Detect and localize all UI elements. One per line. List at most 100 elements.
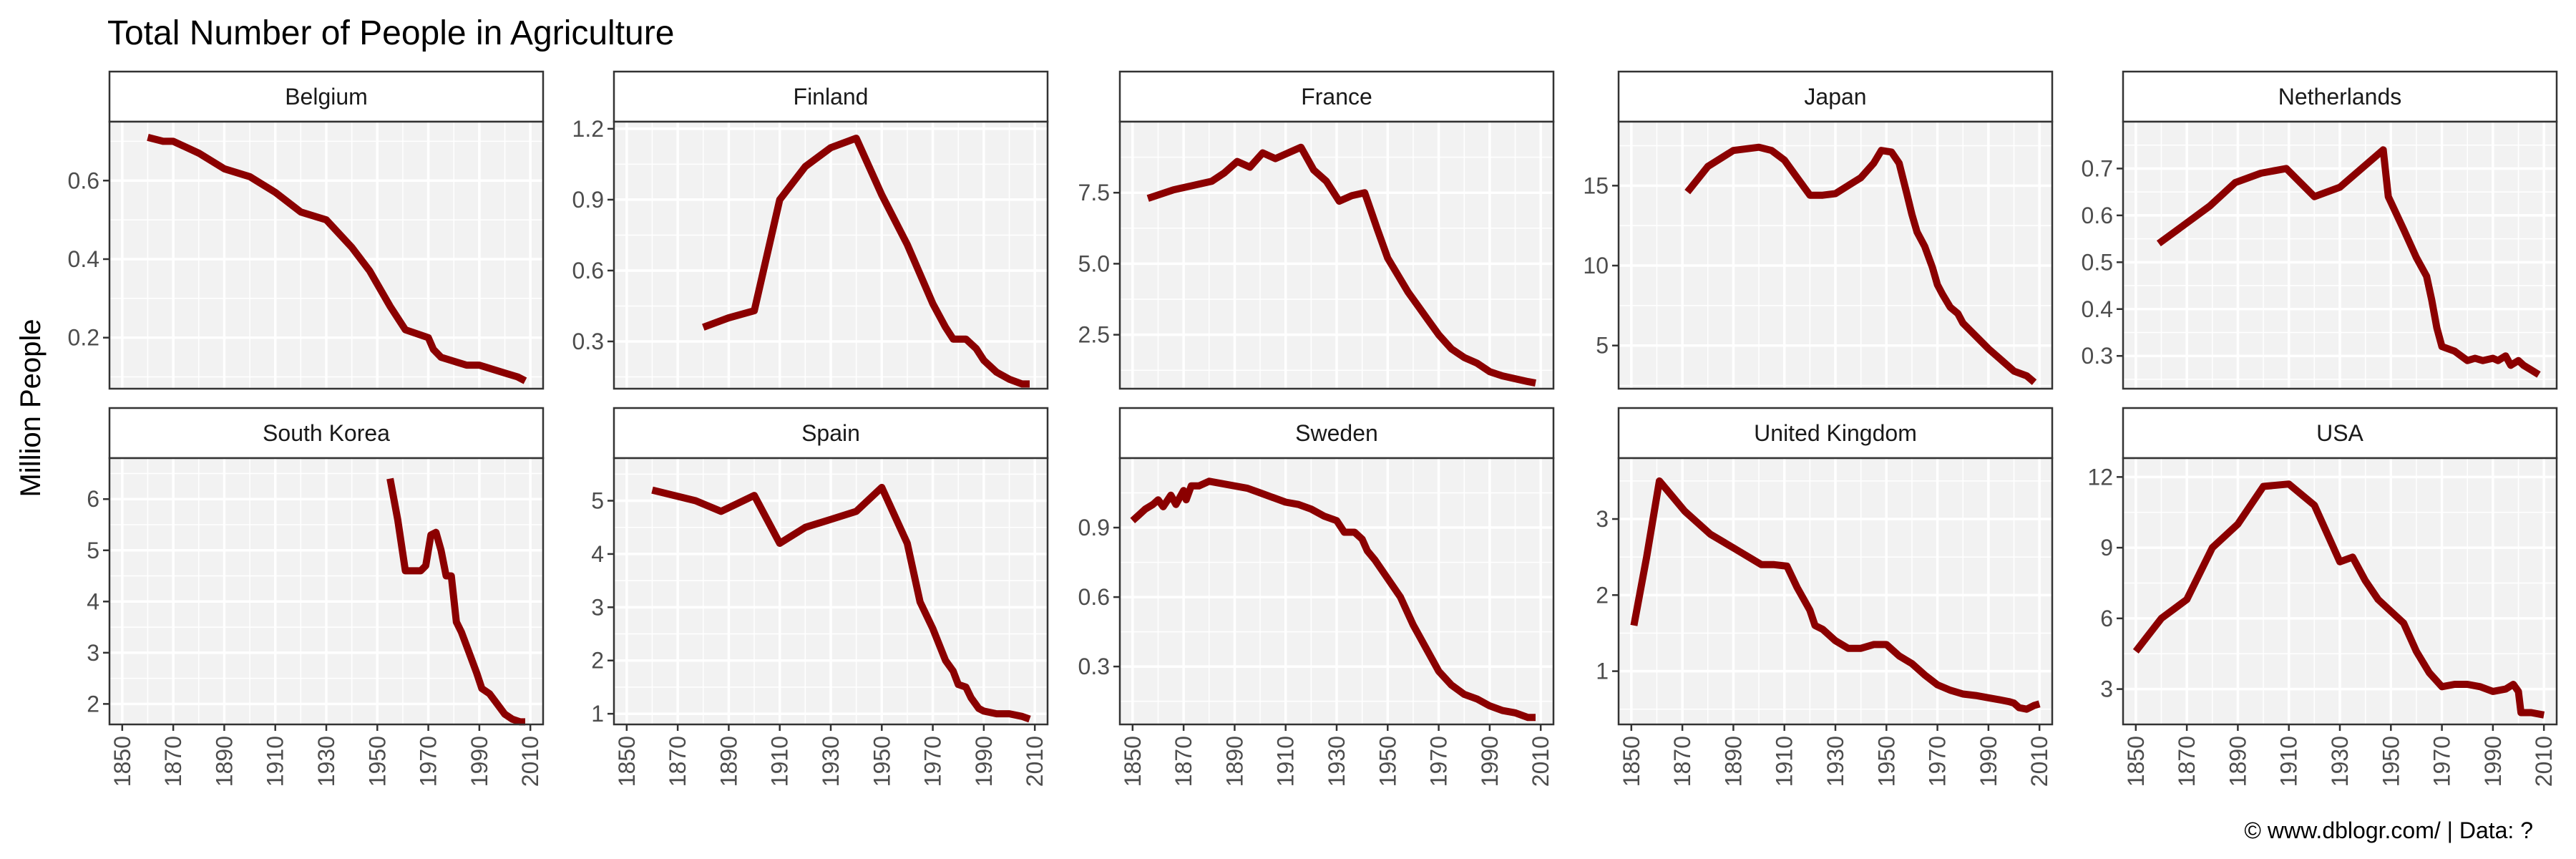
x-tick-label: 1850 <box>2123 736 2149 787</box>
panel-border <box>1118 120 1555 390</box>
y-tick-label: 5.0 <box>1078 251 1110 276</box>
y-tick-label: 3 <box>591 594 604 620</box>
y-tick-label: 15 <box>1583 173 1609 198</box>
facet-strip <box>2122 407 2558 460</box>
y-tick-label: 0.9 <box>1078 515 1110 540</box>
x-tick-label: 1870 <box>160 736 186 787</box>
x-tick-label: 1970 <box>1426 736 1452 787</box>
series-line <box>1630 477 2041 713</box>
chart-title: Total Number of People in Agriculture <box>107 14 674 52</box>
x-tick-label: 2010 <box>2531 736 2557 787</box>
facet-strip <box>1617 70 2054 123</box>
series-line <box>1130 477 1536 722</box>
chart-caption: © www.dblogr.com/ | Data: ? <box>2244 817 2533 843</box>
facet-united-kingdom: United Kingdom 1 2 3 1850 1870 1890 1910 1930 195… <box>1596 407 2054 787</box>
x-tick-label: 1990 <box>1976 736 2001 787</box>
y-axis-label: Million People <box>15 319 47 497</box>
panel-border <box>613 120 1049 390</box>
y-tick-label: 7.5 <box>1078 180 1110 205</box>
y-tick-label: 5 <box>87 538 99 563</box>
y-tick-label: 4 <box>591 541 604 567</box>
facet-strip <box>613 407 1049 460</box>
x-tick-label: 1870 <box>1669 736 1695 787</box>
x-tick-label: 1970 <box>1925 736 1951 787</box>
panel-border <box>1617 120 2054 390</box>
facet-strip-label: Japan <box>1804 84 1866 110</box>
facet-strip-label: Finland <box>794 84 869 110</box>
facet-japan: Japan 5 10 15 <box>1583 70 2054 390</box>
x-tick-label: 1950 <box>1375 736 1400 787</box>
x-tick-label: 1990 <box>467 736 492 787</box>
y-tick-label: 0.3 <box>1078 654 1110 679</box>
facet-finland: Finland 0.3 0.6 0.9 1.2 <box>572 70 1049 390</box>
y-tick-label: 0.2 <box>68 325 99 351</box>
x-tick-label: 1930 <box>1324 736 1350 787</box>
x-tick-label: 1930 <box>313 736 339 787</box>
x-tick-label: 1950 <box>869 736 894 787</box>
y-tick-label: 0.6 <box>68 168 99 193</box>
y-tick-label: 6 <box>87 486 99 512</box>
y-tick-label: 0.4 <box>2082 296 2113 322</box>
x-tick-label: 1870 <box>2174 736 2200 787</box>
y-tick-label: 0.4 <box>68 246 99 272</box>
y-tick-label: 1.2 <box>572 116 604 142</box>
facet-strip <box>2122 70 2558 123</box>
facet-strip <box>108 70 545 123</box>
x-tick-label: 1970 <box>416 736 441 787</box>
x-tick-label: 2010 <box>1022 736 1048 787</box>
facet-strip-label: USA <box>2316 420 2363 446</box>
series-line <box>147 134 527 384</box>
series-line <box>386 477 525 726</box>
facet-grid: Belgium 0.2 0.4 0.6 Finland 0.3 0.6 0.9 1.2 Franc… <box>68 70 2558 787</box>
x-tick-label: 1870 <box>665 736 691 787</box>
series-line <box>1146 143 1536 387</box>
x-tick-label: 1910 <box>2276 736 2302 787</box>
x-tick-label: 1890 <box>211 736 237 787</box>
y-tick-label: 2.5 <box>1078 322 1110 348</box>
facet-strip-label: Sweden <box>1295 420 1378 446</box>
facet-netherlands: Netherlands 0.3 0.4 0.5 0.6 0.7 <box>2082 70 2558 390</box>
y-tick-label: 0.7 <box>2082 155 2113 181</box>
x-tick-label: 1890 <box>1221 736 1247 787</box>
y-tick-label: 10 <box>1583 253 1609 278</box>
y-tick-label: 5 <box>591 488 604 514</box>
series-line <box>702 135 1030 388</box>
y-tick-label: 1 <box>1596 659 1609 684</box>
facet-sweden: Sweden 0.3 0.6 0.9 1850 1870 1890 1910 1930 1950 1… <box>1078 407 1555 787</box>
series-line <box>2132 480 2545 719</box>
facet-strip-label: Spain <box>801 420 860 446</box>
y-tick-label: 0.6 <box>1078 584 1110 610</box>
x-tick-label: 1850 <box>1619 736 1644 787</box>
y-tick-label: 6 <box>2100 606 2113 631</box>
facet-strip-label: France <box>1301 84 1372 110</box>
y-tick-label: 0.6 <box>572 258 604 283</box>
facet-strip <box>1118 407 1555 460</box>
x-tick-label: 1910 <box>1772 736 1797 787</box>
y-tick-label: 0.9 <box>572 187 604 213</box>
series-line <box>2156 146 2541 378</box>
facet-strip-label: United Kingdom <box>1754 420 1917 446</box>
x-tick-label: 1850 <box>1120 736 1146 787</box>
x-tick-label: 1850 <box>614 736 640 787</box>
y-tick-label: 0.5 <box>2082 249 2113 275</box>
x-tick-label: 1910 <box>767 736 793 787</box>
series-line <box>651 483 1031 723</box>
y-tick-label: 5 <box>1596 333 1609 359</box>
y-tick-label: 2 <box>1596 582 1609 608</box>
x-tick-label: 1990 <box>971 736 997 787</box>
facet-spain: Spain 1 2 3 4 5 1850 1870 1890 1910 1930 1950 1970 19… <box>591 407 1049 787</box>
x-tick-label: 2010 <box>2026 736 2052 787</box>
x-tick-label: 1850 <box>109 736 135 787</box>
x-tick-label: 1950 <box>1873 736 1899 787</box>
y-tick-label: 2 <box>87 691 99 717</box>
facet-belgium: Belgium 0.2 0.4 0.6 <box>68 70 545 390</box>
x-tick-label: 1930 <box>1823 736 1848 787</box>
x-tick-label: 1950 <box>2378 736 2404 787</box>
x-tick-label: 1990 <box>1477 736 1503 787</box>
x-tick-label: 1910 <box>1273 736 1299 787</box>
panel-border <box>108 120 545 390</box>
facet-strip-label: Belgium <box>285 84 368 110</box>
x-tick-label: 1970 <box>920 736 946 787</box>
facet-usa: USA 3 6 9 12 1850 1870 1890 1910 1930 1950 1970 1990… <box>2087 407 2558 787</box>
